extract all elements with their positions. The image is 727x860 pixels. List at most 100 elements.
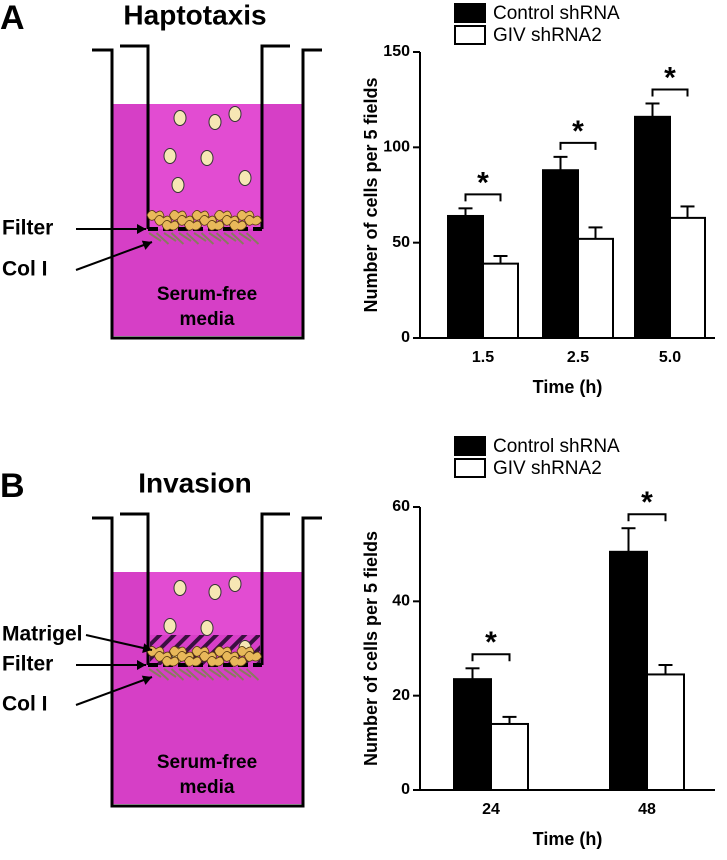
significance-star: * <box>485 626 497 659</box>
collagen <box>245 232 260 245</box>
collagen <box>208 668 222 678</box>
bar <box>482 262 519 340</box>
arrow-head <box>141 675 152 685</box>
bar <box>453 678 492 791</box>
collagen <box>223 668 237 678</box>
cell <box>163 148 177 164</box>
y-tick-label: 0 <box>401 781 410 798</box>
diagram-label: Filter <box>2 653 53 676</box>
legend-label: GIV shRNA2 <box>493 458 602 479</box>
significance-star: * <box>477 166 489 199</box>
legend-label: Control shRNA <box>493 436 620 457</box>
diagram-label: Col I <box>2 693 48 716</box>
significance-bracket <box>471 653 511 662</box>
cell <box>200 150 214 166</box>
x-tick-label: 5.0 <box>659 349 681 366</box>
diagram-label: Matrigel <box>2 623 83 646</box>
x-tick-label: 2.5 <box>567 349 589 366</box>
collagen <box>230 232 245 245</box>
migrating-cell <box>244 215 262 226</box>
significance-bracket <box>651 88 689 97</box>
collagen <box>215 668 230 681</box>
legend-swatch <box>454 458 486 478</box>
cell <box>173 580 187 596</box>
cell <box>208 584 222 600</box>
collagen <box>170 668 185 681</box>
collagen <box>200 668 215 681</box>
collagen <box>155 668 170 681</box>
bar <box>646 673 685 791</box>
media-label: Serum-free <box>157 284 257 305</box>
legend-swatch <box>454 3 486 23</box>
diagram-label: Filter <box>2 217 53 240</box>
well <box>92 48 322 340</box>
significance-bracket <box>464 193 502 202</box>
migrating-cell <box>184 656 202 667</box>
arrow-head <box>137 224 146 234</box>
legend-label: Control shRNA <box>493 3 620 24</box>
legend-swatch <box>454 25 486 45</box>
arrow-head <box>141 240 152 250</box>
migrating-cell <box>229 220 247 231</box>
arrow-head <box>142 643 152 654</box>
cell <box>228 106 242 122</box>
collagen <box>245 668 260 681</box>
y-tick-label: 50 <box>392 234 410 251</box>
legend-swatch <box>454 436 486 456</box>
y-axis-label: Number of cells per 5 fields <box>361 77 381 312</box>
arrow <box>75 241 153 271</box>
collagen <box>238 232 252 242</box>
insert <box>120 44 290 229</box>
x-axis-label: Time (h) <box>533 377 603 397</box>
bar <box>490 722 529 792</box>
significance-star: * <box>641 486 653 519</box>
collagen <box>185 668 200 681</box>
cell <box>171 177 185 193</box>
collagen <box>155 232 170 245</box>
diagram-label: Col I <box>2 258 48 281</box>
x-axis-label: Time (h) <box>533 829 603 849</box>
insert <box>120 512 290 665</box>
significance-star: * <box>664 61 676 94</box>
collagen <box>193 668 207 678</box>
migrating-cell <box>184 220 202 231</box>
bar <box>609 550 648 792</box>
migrating-cell <box>206 656 225 667</box>
x-tick-label: 48 <box>638 801 656 818</box>
x-tick-label: 24 <box>482 801 500 818</box>
cell <box>208 114 222 130</box>
diagram-title: Invasion <box>138 467 252 498</box>
bar <box>634 115 671 340</box>
collagen <box>185 232 200 245</box>
bar <box>669 216 706 340</box>
collagen <box>223 232 237 242</box>
collagen <box>193 232 207 242</box>
cell <box>200 620 214 636</box>
bar <box>542 169 579 339</box>
media-label: media <box>180 777 235 798</box>
cell <box>238 170 252 186</box>
collagen <box>163 232 177 242</box>
collagen <box>208 232 222 242</box>
cell <box>173 110 187 126</box>
y-tick-label: 60 <box>392 498 410 515</box>
migrating-cell <box>244 651 262 662</box>
x-tick-label: 1.5 <box>472 349 494 366</box>
y-tick-label: 100 <box>383 139 410 156</box>
y-tick-label: 20 <box>392 687 410 704</box>
legend-label: GIV shRNA2 <box>493 25 602 46</box>
collagen <box>163 668 177 678</box>
migrating-cell <box>161 220 180 231</box>
significance-bracket <box>627 513 667 522</box>
panel-letter: A <box>0 0 25 37</box>
panel-letter: B <box>0 467 25 505</box>
media-label: Serum-free <box>157 752 257 773</box>
collagen <box>170 232 185 245</box>
collagen <box>178 668 192 678</box>
media-label: media <box>180 309 235 330</box>
collagen <box>200 232 215 245</box>
diagram-title: Haptotaxis <box>123 0 266 30</box>
significance-star: * <box>572 115 584 148</box>
well <box>92 516 322 808</box>
